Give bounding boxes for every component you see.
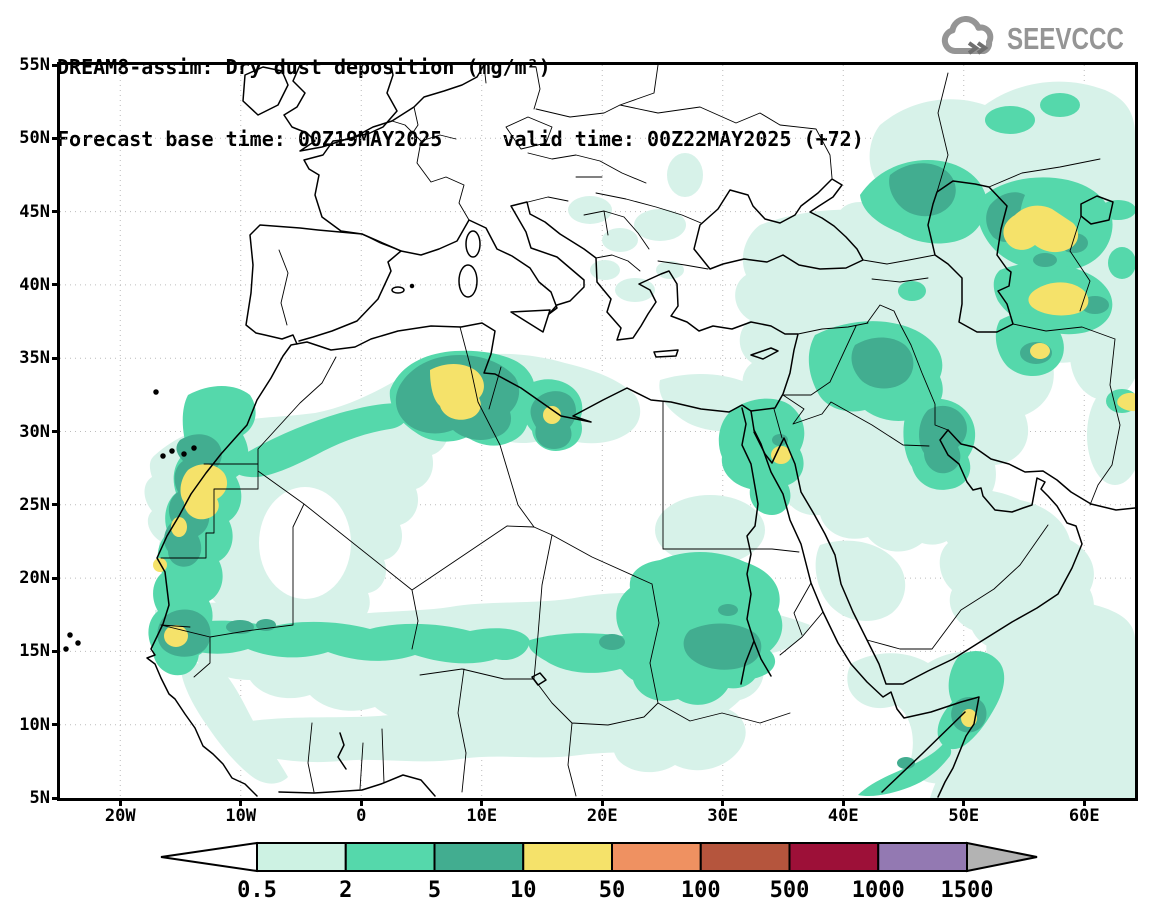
y-tick-mark [52,356,60,360]
y-tick-label: 50N [19,128,50,149]
logo-text: SEEVCCC [1007,21,1125,56]
y-tick-label: 15N [19,641,50,662]
colorbar-segment [611,842,702,872]
x-tick-label: 20E [586,806,618,826]
coastlines [63,65,1135,798]
x-tick-label: 40E [827,806,859,826]
colorbar-label: 500 [770,878,810,903]
x-tick-mark [841,798,845,806]
colorbar-arrow [160,841,258,873]
x-tick-mark [1082,798,1086,806]
map-frame [57,62,1138,801]
page-title: DREAM8-assim: Dry dust deposition (mg/m²… [57,55,551,79]
figure-header: DREAM8-assim: Dry dust deposition (mg/m²… [57,7,864,175]
colorbar-label: 1500 [941,878,994,903]
cloud-icon [939,16,1001,62]
colorbar-segment [522,842,613,872]
colorbar-label: 0.5 [237,878,277,903]
forecast-times-subtitle: Forecast base time: 00Z19MAY2025 valid t… [57,127,864,151]
country-borders [160,65,1121,797]
x-tick-mark [962,798,966,806]
y-tick-label: 40N [19,274,50,295]
y-tick-label: 25N [19,494,50,515]
y-tick-mark [52,283,60,287]
colorbar-segment [788,842,880,872]
colorbar-segment [433,842,525,872]
colorbar-label: 10 [510,878,537,903]
colorbar-label: 2 [339,878,352,903]
y-tick-mark [52,136,60,140]
y-tick-label: 10N [19,714,50,735]
x-tick-label: 60E [1068,806,1100,826]
y-tick-label: 20N [19,568,50,589]
x-tick-label: 0 [356,806,367,826]
y-tick-label: 30N [19,421,50,442]
x-tick-mark [359,798,363,806]
y-tick-mark [52,503,60,507]
x-tick-label: 20W [104,806,136,826]
y-tick-label: 35N [19,348,50,369]
colorbar-segment [256,842,347,872]
x-tick-label: 10W [225,806,257,826]
colorbar-label: 1000 [852,878,905,903]
y-tick-mark [52,649,60,653]
seevccc-logo: SEEVCCC [939,16,1157,62]
y-tick-mark [52,430,60,433]
y-tick-mark [52,63,60,67]
colorbar-segment [344,842,436,872]
colorbar-label: 100 [681,878,721,903]
x-tick-label: 10E [466,806,498,826]
x-tick-label: 50E [948,806,980,826]
y-tick-mark [52,576,60,580]
y-tick-label: 45N [19,201,50,222]
x-tick-mark [600,798,604,806]
colorbar-segment [877,842,968,872]
contour-yellow-layer [153,205,1135,727]
colorbar-legend: 0.5 2 5 10 50 100 500 1000 1500 [159,841,1039,903]
x-tick-mark [721,798,725,806]
y-tick-label: 5N [29,788,50,808]
colorbar-arrow [966,841,1038,873]
x-tick-mark [480,798,484,806]
y-tick-mark [52,723,60,727]
y-tick-mark [52,210,60,214]
y-tick-mark [52,796,60,800]
y-tick-label: 55N [19,55,50,75]
x-tick-mark [118,798,122,806]
map-svg [60,65,1135,798]
colorbar-svg: 0.5 2 5 10 50 100 500 1000 1500 [160,841,1038,903]
colorbar-label: 5 [428,878,441,903]
x-tick-mark [239,798,243,806]
x-tick-label: 30E [707,806,739,826]
colorbar-label: 50 [599,878,626,903]
colorbar-segment [699,842,791,872]
